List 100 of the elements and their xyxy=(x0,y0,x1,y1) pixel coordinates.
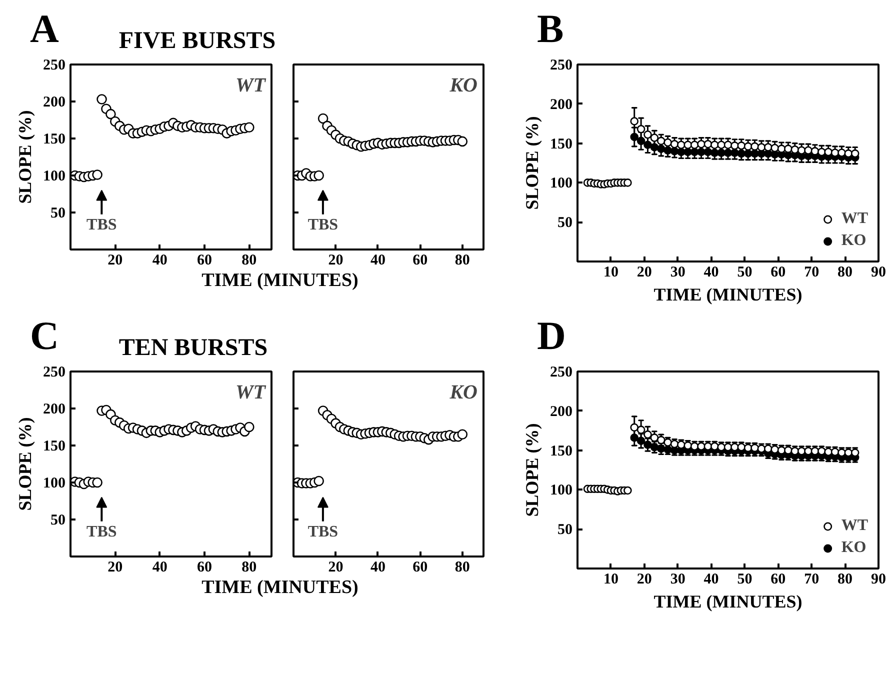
x-tick-label: 70 xyxy=(804,572,820,588)
point xyxy=(670,440,679,448)
y-tick-label: 200 xyxy=(550,96,572,113)
point xyxy=(670,140,679,148)
y-tick-label: 50 xyxy=(50,206,66,222)
x-tick-label: 50 xyxy=(737,572,752,588)
x-axis-title: TIME (MINUTES) xyxy=(200,576,360,600)
point xyxy=(830,148,840,157)
point xyxy=(314,170,324,181)
x-tick-label: 80 xyxy=(454,560,470,576)
x-tick-label: 10 xyxy=(603,264,618,280)
point xyxy=(704,140,712,148)
x-tick-label: 60 xyxy=(412,252,428,268)
annotation: KO xyxy=(448,382,478,404)
annotation: TBS xyxy=(86,216,117,234)
point xyxy=(710,140,719,150)
x-tick-label: 40 xyxy=(704,572,719,588)
point xyxy=(92,170,102,180)
x-tick-label: 60 xyxy=(412,560,428,576)
point xyxy=(656,136,666,146)
y-tick-label: 250 xyxy=(550,364,572,380)
point xyxy=(770,144,779,152)
x-tick-label: 20 xyxy=(108,252,123,268)
point xyxy=(650,434,659,442)
point xyxy=(730,142,739,150)
x-tick-label: 90 xyxy=(871,264,886,280)
x-tick-label: 50 xyxy=(737,264,752,280)
y-tick-label: 50 xyxy=(558,215,572,232)
y-tick-label: 100 xyxy=(550,176,572,192)
point xyxy=(636,124,646,134)
chart-title: A xyxy=(30,6,59,51)
y-axis-title: SLOPE (%) xyxy=(15,417,35,511)
chart-subtitle: FIVE BURSTS xyxy=(118,28,276,54)
point xyxy=(724,140,732,150)
point xyxy=(737,142,746,150)
x-axis-title: TIME (MINUTES) xyxy=(200,269,360,293)
point xyxy=(777,144,786,153)
point xyxy=(757,143,766,152)
x-tick-label: 90 xyxy=(871,572,886,588)
x-axis-title: TIME (MINUTES) xyxy=(654,284,802,304)
point xyxy=(457,136,468,147)
chart-title: B xyxy=(537,6,564,51)
point xyxy=(636,426,646,434)
chart-subtitle: TEN BURSTS xyxy=(118,335,268,361)
point xyxy=(697,140,706,148)
y-axis-title: SLOPE (%) xyxy=(522,423,542,517)
y-tick-label: 100 xyxy=(550,482,572,499)
y-tick-label: 250 xyxy=(550,58,572,74)
point xyxy=(92,477,102,488)
annotation: WT xyxy=(236,382,266,404)
x-tick-label: 20 xyxy=(636,264,652,280)
x-tick-label: 40 xyxy=(152,252,168,268)
x-axis-title: TIME (MINUTES) xyxy=(654,592,802,612)
y-axis-title: SLOPE (%) xyxy=(15,110,35,204)
x-tick-label: 70 xyxy=(804,264,820,280)
point xyxy=(744,142,752,151)
x-tick-label: 60 xyxy=(197,560,212,576)
point xyxy=(764,143,772,152)
point xyxy=(717,140,726,150)
legend-label: WT xyxy=(841,210,868,228)
y-tick-label: 250 xyxy=(43,58,66,74)
point xyxy=(318,113,328,124)
point xyxy=(690,140,699,150)
y-tick-label: 250 xyxy=(43,364,66,380)
x-tick-label: 80 xyxy=(838,572,853,588)
y-tick-label: 100 xyxy=(43,168,66,184)
y-tick-label: 200 xyxy=(43,402,66,418)
chart-title: D xyxy=(537,313,566,358)
point xyxy=(784,144,792,153)
annotation: TBS xyxy=(308,216,338,234)
point xyxy=(838,148,846,157)
x-tick-label: 40 xyxy=(370,252,386,268)
x-tick-label: 40 xyxy=(370,560,386,576)
legend-label: KO xyxy=(841,539,866,557)
x-tick-label: 60 xyxy=(197,252,212,268)
point xyxy=(457,429,468,440)
point xyxy=(644,130,652,139)
point xyxy=(630,117,639,126)
point xyxy=(624,486,632,495)
legend-label: KO xyxy=(841,232,866,250)
x-tick-label: 40 xyxy=(704,264,719,280)
point xyxy=(630,423,639,432)
y-tick-label: 150 xyxy=(550,443,572,460)
point xyxy=(664,138,672,147)
annotation: TBS xyxy=(86,523,117,540)
point xyxy=(684,140,692,150)
y-tick-label: 200 xyxy=(550,404,572,420)
x-tick-label: 80 xyxy=(242,252,257,268)
point xyxy=(644,430,652,439)
y-tick-label: 100 xyxy=(43,476,66,492)
annotation: WT xyxy=(236,74,266,96)
x-tick-label: 20 xyxy=(636,572,652,588)
point xyxy=(677,140,686,150)
y-tick-label: 50 xyxy=(50,512,66,528)
legend-label: WT xyxy=(841,517,868,535)
point xyxy=(624,178,632,187)
point xyxy=(750,142,759,151)
point xyxy=(314,476,324,486)
x-tick-label: 10 xyxy=(603,572,618,588)
x-tick-label: 30 xyxy=(670,264,686,280)
